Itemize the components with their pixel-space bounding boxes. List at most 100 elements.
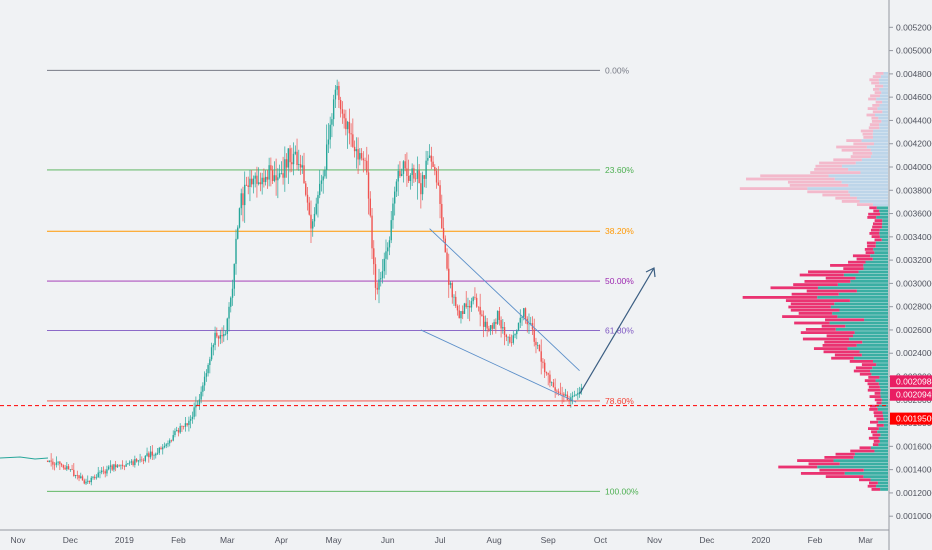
volume-profile-up-bar [883,424,888,427]
volume-profile-down-bar [870,94,880,98]
candle-body [449,283,452,285]
candle-body [493,322,495,329]
candle-body [144,455,147,461]
candle-body [127,463,129,465]
candle-body [209,359,211,366]
volume-profile-down-bar [808,270,859,274]
volume-profile-up-bar [871,372,888,376]
candle-body [186,423,188,426]
candle-body [132,461,134,466]
volume-profile-up-bar [881,401,888,405]
candle-body [357,149,359,160]
volume-profile-up-bar [878,78,888,82]
candle-body [573,395,576,396]
candle-body [216,332,218,337]
candle-body [81,476,84,481]
candle-body [468,306,471,308]
candle-body [324,169,326,177]
time-tick-label: Feb [808,535,823,545]
candle-body [507,336,509,338]
volume-profile-up-bar [874,113,888,117]
candle-body [163,445,166,448]
volume-profile-up-bar [864,318,888,322]
volume-profile-down-bar [856,257,873,261]
volume-profile-up-bar [880,488,888,491]
volume-profile-up-bar [841,164,888,168]
volume-profile-down-bar [794,321,830,325]
candle-body [543,362,546,373]
candle-body [90,477,92,483]
current-price-tag-bg [890,412,932,425]
candle-body [516,330,518,335]
volume-profile-up-bar [879,376,888,379]
volume-profile-up-bar [879,232,888,235]
volume-profile-up-bar [855,276,888,280]
candle-body [121,464,124,467]
candle-body [465,303,467,308]
volume-profile-down-bar [813,347,848,350]
candle-body [169,440,171,444]
volume-profile-up-bar [856,289,888,293]
candle-body [575,394,577,396]
volume-profile-down-bar [821,324,846,328]
candle-body [52,461,54,465]
candle-body [71,469,73,470]
candle-body [244,184,246,206]
candle-body [367,172,370,199]
volume-profile-up-bar [874,449,888,453]
candle-body [207,365,209,374]
candle-body [189,418,192,421]
candle-body [556,390,558,392]
volume-profile-up-bar [839,462,888,466]
volume-profile-down-bar [742,296,818,299]
volume-profile-down-bar [872,433,881,437]
candle-body [540,351,542,362]
candle-body [371,215,373,249]
candle-body [107,466,110,470]
volume-profile-up-bar [870,369,888,373]
volume-profile-down-bar [873,440,880,443]
volume-profile-up-bar [879,440,888,443]
candle-body [238,208,241,228]
volume-profile-up-bar [853,356,888,360]
volume-profile-down-bar [860,129,874,133]
fib-level-label: 23.60% [605,165,634,175]
candle-body [317,195,319,204]
candle-body [348,121,351,134]
time-tick-label: Mar [858,535,873,545]
candle-body [364,160,366,161]
candle-body [53,464,56,466]
volume-profile-up-bar [856,196,888,200]
candle-body [502,327,504,329]
candle-body [320,180,323,184]
fib-level-label: 61.80% [605,326,634,336]
candle-body [205,373,208,377]
volume-profile-up-bar [861,353,888,357]
candle-body [69,469,72,470]
candle-body [176,430,178,431]
candle-body [151,451,153,456]
volume-profile-up-bar [882,100,888,104]
candle-body [223,334,225,337]
candle-body [332,99,335,120]
candle-body [261,177,263,185]
volume-profile-up-bar [863,468,888,472]
candle-body [355,149,358,152]
candle-body [184,423,187,427]
volume-profile-down-bar [802,337,850,341]
candle-body [547,373,549,375]
candle-body [235,238,237,264]
volume-profile-down-bar [853,142,874,146]
candle-body [284,159,286,178]
volume-profile-up-bar [882,219,888,222]
candle-body [563,393,565,396]
volume-profile-down-bar [823,350,860,354]
candle-body [435,170,438,183]
volume-profile-up-bar [807,187,888,190]
early-price-line [0,456,49,460]
volume-profile-down-bar [867,216,877,219]
volume-profile-up-bar [859,200,888,203]
